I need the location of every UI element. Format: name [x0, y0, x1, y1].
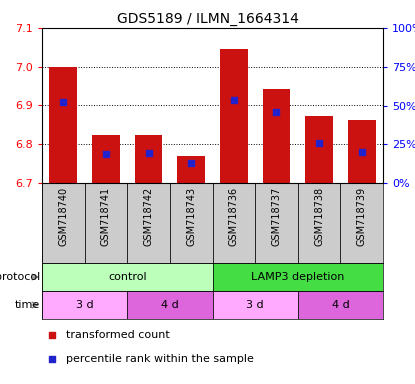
Text: GSM718741: GSM718741	[101, 187, 111, 246]
Point	[49, 356, 56, 362]
Point	[60, 99, 67, 105]
Point	[273, 109, 280, 116]
Text: protocol: protocol	[0, 272, 40, 282]
Bar	[135, 135, 162, 183]
Text: 4 d: 4 d	[332, 300, 349, 310]
Bar	[127, 291, 212, 319]
Text: 4 d: 4 d	[161, 300, 179, 310]
Bar	[85, 183, 127, 263]
Bar	[220, 49, 248, 183]
Text: transformed count: transformed count	[66, 330, 170, 340]
Bar	[340, 183, 383, 263]
Text: GSM718738: GSM718738	[314, 187, 324, 246]
Text: GSM718740: GSM718740	[59, 187, 68, 246]
Bar	[298, 183, 340, 263]
Bar	[127, 183, 170, 263]
Bar	[49, 67, 77, 183]
Point	[49, 332, 56, 338]
Text: 3 d: 3 d	[76, 300, 93, 310]
Text: GDS5189 / ILMN_1664314: GDS5189 / ILMN_1664314	[117, 12, 298, 25]
Bar	[92, 134, 120, 183]
Bar	[298, 291, 383, 319]
Text: GSM718737: GSM718737	[271, 187, 281, 246]
Bar	[305, 116, 333, 183]
Text: 3 d: 3 d	[247, 300, 264, 310]
Bar	[170, 183, 212, 263]
Bar	[255, 183, 298, 263]
Point	[359, 149, 365, 155]
Text: GSM718743: GSM718743	[186, 187, 196, 246]
Bar	[348, 120, 376, 183]
Point	[316, 141, 322, 147]
Text: GSM718736: GSM718736	[229, 187, 239, 246]
Bar	[212, 291, 298, 319]
Bar	[42, 263, 212, 291]
Bar	[212, 183, 255, 263]
Bar	[177, 156, 205, 183]
Point	[230, 97, 237, 103]
Bar	[42, 291, 127, 319]
Text: time: time	[15, 300, 40, 310]
Text: GSM718742: GSM718742	[144, 187, 154, 246]
Bar	[263, 89, 290, 183]
Bar	[42, 183, 85, 263]
Text: control: control	[108, 272, 146, 282]
Point	[103, 151, 109, 157]
Point	[188, 160, 195, 166]
Point	[145, 150, 152, 156]
Text: GSM718739: GSM718739	[356, 187, 367, 246]
Text: percentile rank within the sample: percentile rank within the sample	[66, 354, 254, 364]
Text: LAMP3 depletion: LAMP3 depletion	[251, 272, 344, 282]
Bar	[212, 263, 383, 291]
